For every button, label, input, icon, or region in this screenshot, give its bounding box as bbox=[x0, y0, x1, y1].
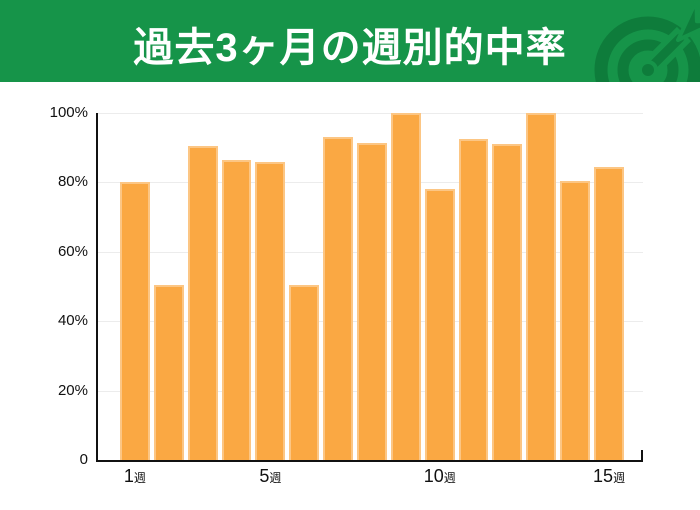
bar-week-8 bbox=[357, 142, 387, 460]
x-tick-label-week-5: 5週 bbox=[259, 466, 282, 486]
x-tick-label-week-1: 1週 bbox=[123, 466, 146, 486]
y-tick-label-80: 80% bbox=[57, 173, 88, 191]
bar-week-4 bbox=[221, 159, 252, 460]
y-tick-label-60: 60% bbox=[57, 242, 88, 260]
bar-week-9 bbox=[390, 113, 421, 460]
bar-week-13 bbox=[526, 113, 557, 460]
bullseye-icon bbox=[638, 60, 658, 80]
x-tick-label-week-10: 10週 bbox=[423, 466, 456, 486]
bar-week-15 bbox=[594, 166, 624, 460]
bar-week-1 bbox=[120, 182, 150, 460]
target-outer-ring-icon bbox=[594, 16, 700, 82]
bar-week-11 bbox=[458, 139, 489, 460]
bar-week-14 bbox=[560, 180, 591, 460]
target-inner-ring-icon bbox=[617, 39, 679, 82]
x-tick-label-week-15: 15週 bbox=[593, 466, 626, 486]
bar-week-6 bbox=[289, 284, 320, 460]
bar-week-12 bbox=[492, 144, 523, 460]
target-dart-icon bbox=[594, 0, 700, 82]
header-banner: 過去3ヶ月の週別的中率 bbox=[0, 0, 700, 82]
x-axis-end-tick bbox=[641, 450, 643, 460]
y-tick-label-100: 100% bbox=[49, 104, 88, 121]
gridline-100 bbox=[98, 113, 643, 114]
weekly-hit-rate-chart: 100% 80% 60% 40% 20% 0 1週 5週 10週 15週 bbox=[0, 82, 700, 510]
bar-week-3 bbox=[187, 145, 218, 460]
bar-week-7 bbox=[323, 137, 354, 460]
y-tick-label-20: 20% bbox=[57, 381, 88, 399]
page-title: 過去3ヶ月の週別的中率 bbox=[133, 26, 567, 70]
y-tick-label-0: 0 bbox=[79, 451, 88, 468]
x-axis-labels: 1週 5週 10週 15週 bbox=[96, 466, 643, 496]
y-axis-labels: 100% 80% 60% 40% 20% 0 bbox=[0, 104, 88, 468]
dart-flight-icon bbox=[676, 0, 700, 42]
bars bbox=[120, 113, 624, 460]
bar-week-5 bbox=[255, 161, 286, 460]
plot-area bbox=[96, 113, 643, 462]
y-tick-label-40: 40% bbox=[57, 312, 88, 330]
bar-week-2 bbox=[153, 284, 184, 460]
bar-week-10 bbox=[424, 189, 455, 460]
